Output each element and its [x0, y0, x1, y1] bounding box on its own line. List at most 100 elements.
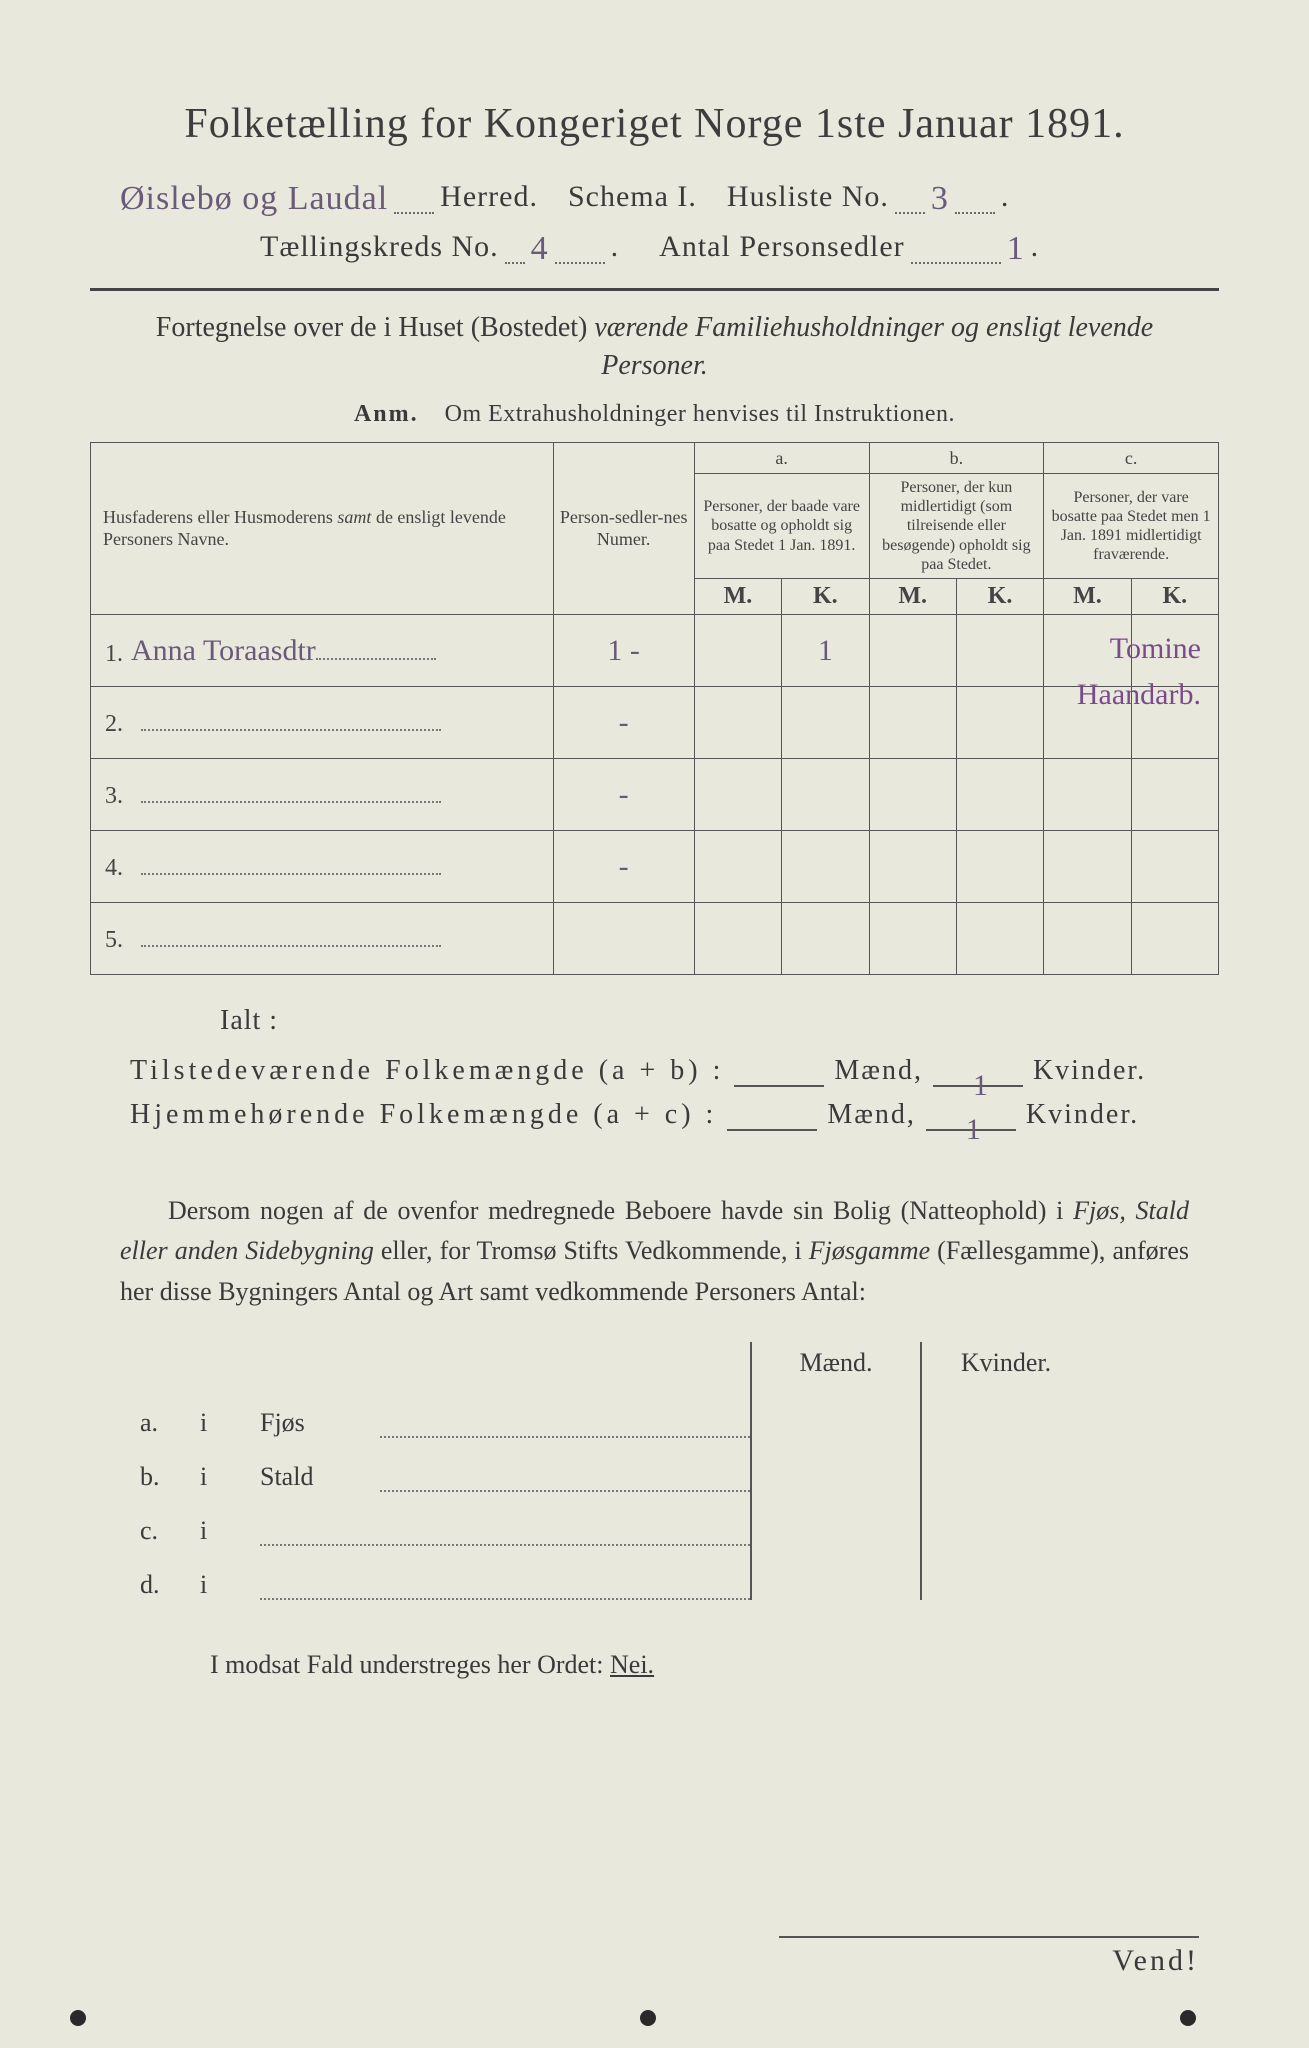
- cell-name: 3.: [91, 759, 554, 831]
- th-b-letter: b.: [869, 442, 1044, 474]
- anm-line: Anm. Om Extrahusholdninger henvises til …: [90, 401, 1219, 428]
- cell-name: 4.: [91, 831, 554, 903]
- cell-mk: [694, 903, 781, 975]
- bt-hdr-m: Mænd.: [750, 1342, 920, 1384]
- th-a-k: K.: [782, 579, 869, 615]
- sum-hjemme: Hjemmehørende Folkemængde (a + c) : Mænd…: [130, 1099, 1219, 1131]
- cell-mk: [956, 903, 1043, 975]
- period: .: [1001, 180, 1010, 214]
- th-c-m: M.: [1044, 579, 1131, 615]
- husliste-label: Husliste No.: [727, 180, 889, 214]
- cell-mk: [869, 831, 956, 903]
- cell-num: -: [553, 687, 694, 759]
- nei-text: I modsat Fald understreges her Ordet:: [210, 1650, 604, 1679]
- kreds-no: 4: [531, 230, 549, 268]
- bt-hdr-k: Kvinder.: [920, 1342, 1090, 1384]
- ialt-label: Ialt :: [220, 1005, 1219, 1037]
- herred-label: Herred.: [440, 180, 538, 214]
- subtitle: Fortegnelse over de i Huset (Bostedet) v…: [150, 309, 1159, 385]
- cell-mk: [956, 687, 1043, 759]
- cell-mk: [694, 759, 781, 831]
- cell-mk: [694, 687, 781, 759]
- th-b: Personer, der kun midlertidigt (som tilr…: [869, 474, 1044, 579]
- punch-hole: [70, 2010, 86, 2026]
- schema-label: Schema I.: [568, 180, 697, 214]
- th-a: Personer, der baade vare bosatte og opho…: [694, 474, 869, 579]
- th-c: Personer, der vare bosatte paa Stedet me…: [1044, 474, 1219, 579]
- table-row: 5.: [91, 903, 1219, 975]
- maend-label-1: Mænd,: [834, 1055, 923, 1087]
- cell-mk: [869, 615, 956, 687]
- bt-row: d.i: [130, 1546, 1219, 1600]
- husliste-no: 3: [931, 180, 949, 218]
- kreds-label: Tællingskreds No.: [260, 230, 499, 264]
- hjemme-k-hand: 1: [966, 1113, 983, 1146]
- antal-label: Antal Personsedler: [659, 230, 904, 264]
- cell-mk: [1131, 759, 1218, 831]
- th-c-k: K.: [1131, 579, 1218, 615]
- punch-hole: [640, 2010, 656, 2026]
- main-table: Husfaderens eller Husmode­rens samt de e…: [90, 442, 1219, 975]
- table-row: 1.Anna Toraasdtr1 -1: [91, 615, 1219, 687]
- margin-note-2: Haandarb.: [1077, 678, 1201, 711]
- cell-mk: [956, 615, 1043, 687]
- table-row: 4.-: [91, 831, 1219, 903]
- cell-mk: [1044, 903, 1131, 975]
- anm-label: Anm.: [354, 401, 419, 427]
- nei-word: Nei.: [610, 1650, 654, 1679]
- header-line-2: Tællingskreds No. 4 . Antal Personsedler…: [260, 226, 1219, 264]
- cell-mk: [869, 903, 956, 975]
- cell-mk: [956, 759, 1043, 831]
- table-row: 3.-: [91, 759, 1219, 831]
- tilstede-label: Tilstedeværende Folkemængde (a + b) :: [130, 1055, 724, 1087]
- period2: .: [611, 230, 620, 264]
- th-c-letter: c.: [1044, 442, 1219, 474]
- cell-mk: [1131, 831, 1218, 903]
- tilstede-k-hand: 1: [973, 1069, 990, 1102]
- cell-mk: [782, 687, 869, 759]
- maend-label-2: Mænd,: [827, 1099, 916, 1131]
- kvinder-label-1: Kvinder.: [1033, 1055, 1146, 1087]
- cell-mk: [956, 831, 1043, 903]
- hjemme-label: Hjemmehørende Folkemængde (a + c) :: [130, 1099, 717, 1131]
- paragraph: Dersom nogen af de ovenfor medregnede Be…: [120, 1191, 1189, 1312]
- margin-note-1: Tomine: [1110, 632, 1201, 665]
- cell-mk: [782, 831, 869, 903]
- bt-row: b.iStald: [130, 1438, 1219, 1492]
- punch-hole: [1180, 2010, 1196, 2026]
- th-num: Person-sedler-nes Numer.: [553, 442, 694, 614]
- anm-text: Om Extrahusholdninger henvises til Instr…: [445, 401, 955, 427]
- vend-label: Vend!: [779, 1936, 1199, 1978]
- cell-name: 5.: [91, 903, 554, 975]
- period3: .: [1031, 230, 1040, 264]
- th-a-letter: a.: [694, 442, 869, 474]
- table-row: 2.-: [91, 687, 1219, 759]
- th-b-m: M.: [869, 579, 956, 615]
- antal-hand: 1: [1007, 230, 1025, 268]
- cell-num: -: [553, 831, 694, 903]
- cell-mk: [1044, 759, 1131, 831]
- herred-hand: Øislebø og Laudal: [120, 180, 388, 218]
- cell-mk: [869, 687, 956, 759]
- cell-name: 1.Anna Toraasdtr: [91, 615, 554, 687]
- building-table: Mænd. Kvinder. a.iFjøsb.iStaldc.id.i: [130, 1342, 1219, 1600]
- cell-num: [553, 903, 694, 975]
- nei-line: I modsat Fald understreges her Ordet: Ne…: [210, 1650, 1219, 1680]
- cell-name: 2.: [91, 687, 554, 759]
- cell-mk: [1131, 903, 1218, 975]
- kvinder-label-2: Kvinder.: [1026, 1099, 1139, 1131]
- cell-mk: [869, 759, 956, 831]
- header-line-1: Øislebø og Laudal Herred. Schema I. Husl…: [120, 176, 1219, 214]
- cell-mk: [694, 831, 781, 903]
- cell-mk: [694, 615, 781, 687]
- cell-mk: 1: [782, 615, 869, 687]
- th-b-k: K.: [956, 579, 1043, 615]
- cell-num: -: [553, 759, 694, 831]
- cell-mk: [782, 903, 869, 975]
- sum-tilstede: Tilstedeværende Folkemængde (a + b) : Mæ…: [130, 1055, 1219, 1087]
- cell-mk: [782, 759, 869, 831]
- cell-mk: [1044, 831, 1131, 903]
- th-a-m: M.: [694, 579, 781, 615]
- page-title: Folketælling for Kongeriget Norge 1ste J…: [90, 100, 1219, 148]
- bt-row: a.iFjøs: [130, 1384, 1219, 1438]
